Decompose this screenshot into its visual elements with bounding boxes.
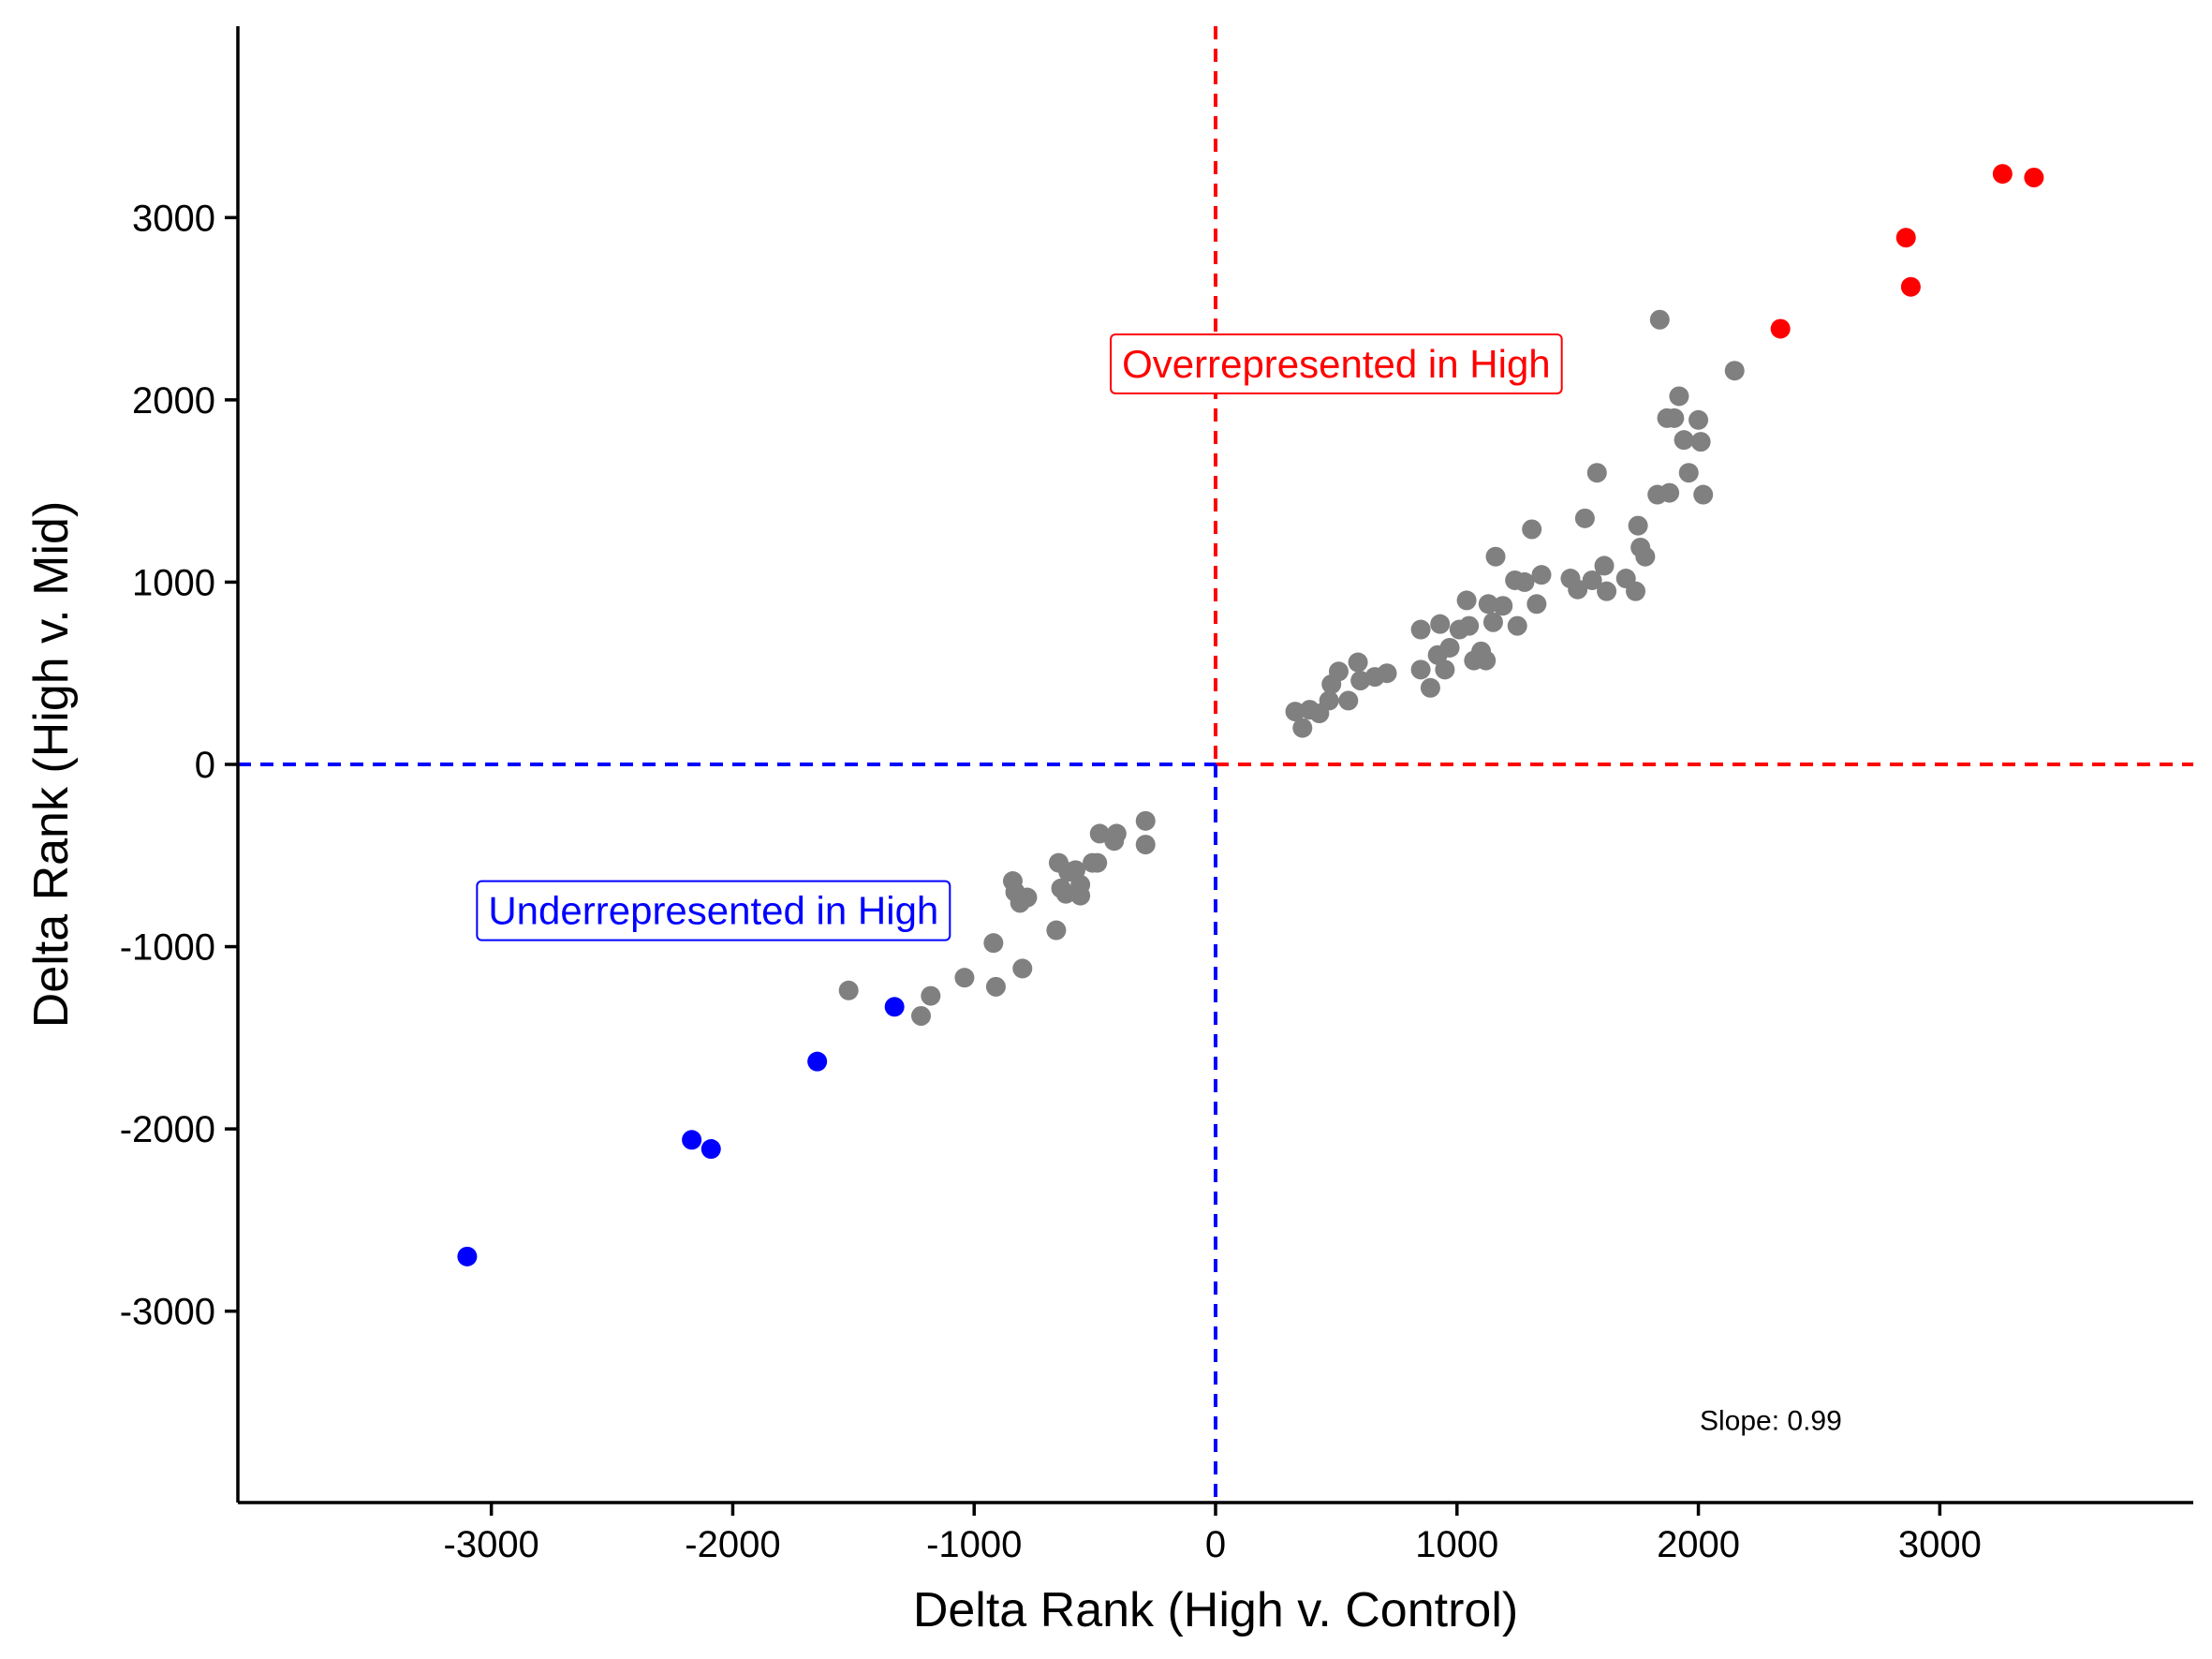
data-point: [1420, 677, 1440, 698]
data-point: [1292, 718, 1313, 738]
data-point: [807, 1051, 828, 1072]
data-point: [1430, 614, 1451, 634]
data-point: [1493, 596, 1513, 616]
data-point: [1478, 594, 1498, 615]
over-annotation-label: Overrepresented in High: [1122, 342, 1551, 386]
data-point: [884, 997, 905, 1017]
over-annotation: Overrepresented in High: [1110, 333, 1563, 394]
data-point: [1089, 823, 1110, 844]
y-tick-label: -2000: [120, 1109, 215, 1150]
data-point: [1459, 615, 1480, 636]
data-point: [2024, 167, 2044, 187]
data-point: [1594, 555, 1615, 576]
data-point: [457, 1246, 478, 1266]
data-point: [1690, 432, 1711, 452]
data-point: [1724, 361, 1745, 381]
data-point: [1626, 581, 1646, 601]
data-point: [1439, 637, 1460, 658]
data-point: [1319, 690, 1339, 711]
data-point: [682, 1130, 702, 1150]
data-point: [1104, 831, 1125, 852]
y-tick-label: -1000: [120, 927, 215, 969]
axes: -3000 -2000 -1000 0 1000 2000 3000 -3000 -2000 -1…: [120, 26, 2193, 1565]
data-point: [1522, 519, 1542, 540]
data-point: [1635, 546, 1656, 567]
data-point: [1485, 546, 1506, 567]
data-point: [1338, 690, 1359, 711]
data-point: [1012, 958, 1033, 979]
data-point: [1514, 571, 1535, 592]
under-annotation-label: Underrepresented in High: [488, 889, 938, 933]
y-tick-label: 1000: [132, 562, 215, 603]
data-point: [1659, 482, 1680, 503]
data-point: [1377, 663, 1397, 684]
data-points: [457, 164, 2044, 1266]
data-point: [1482, 612, 1503, 632]
data-point: [1669, 386, 1689, 407]
data-point: [1568, 579, 1588, 600]
annotations: Overrepresented in High Underrepresented …: [476, 333, 1842, 1436]
data-point: [1597, 581, 1617, 601]
data-point: [1693, 484, 1714, 505]
slope-annotation: Slope: 0.99: [1700, 1405, 1842, 1436]
data-point: [1674, 430, 1694, 451]
x-tick-label: -3000: [444, 1524, 539, 1565]
data-point: [1135, 835, 1156, 855]
y-axis-title: Delta Rank (High v. Mid): [24, 501, 79, 1029]
data-point: [1526, 594, 1547, 615]
data-point: [983, 933, 1004, 954]
data-point: [1586, 463, 1607, 483]
data-point: [1900, 276, 1921, 297]
data-point: [1410, 619, 1431, 640]
over-annotation-box: [1110, 333, 1563, 394]
data-point: [1285, 702, 1305, 722]
data-point: [1002, 871, 1023, 892]
data-point: [985, 976, 1006, 997]
data-point: [1574, 508, 1595, 528]
under-annotation-box: [476, 880, 951, 941]
data-point: [1328, 661, 1349, 682]
data-point: [1992, 164, 2013, 185]
data-point: [1135, 810, 1156, 831]
data-point: [1628, 515, 1648, 536]
data-point: [911, 1006, 932, 1027]
data-point: [1678, 463, 1699, 483]
x-tick-label: 1000: [1415, 1524, 1498, 1565]
data-point: [1582, 570, 1602, 590]
x-tick-label: 3000: [1898, 1524, 1982, 1565]
y-tick-label: 2000: [132, 380, 215, 422]
x-tick-label: 2000: [1657, 1524, 1740, 1565]
data-point: [1456, 590, 1477, 611]
data-point: [954, 968, 975, 988]
data-point: [921, 985, 941, 1006]
x-tick-label: -2000: [685, 1524, 780, 1565]
data-point: [1070, 885, 1091, 906]
x-axis-title: Delta Rank (High v. Control): [913, 1583, 1518, 1637]
y-tick-label: 3000: [132, 198, 215, 239]
y-tick-label: 0: [195, 745, 215, 786]
data-point: [1649, 309, 1670, 330]
data-point: [1048, 852, 1069, 873]
quadrant-guides: [238, 26, 2193, 1503]
data-point: [1507, 615, 1527, 636]
data-point: [1051, 878, 1071, 898]
data-point: [1435, 659, 1455, 680]
data-point: [1410, 659, 1431, 680]
data-point: [1688, 409, 1709, 430]
data-point: [1083, 852, 1103, 873]
data-point: [1476, 650, 1497, 671]
data-point: [1531, 565, 1552, 585]
data-point: [1770, 318, 1791, 339]
data-point: [1664, 407, 1685, 428]
data-point: [700, 1139, 721, 1160]
data-point: [1046, 920, 1067, 941]
data-point: [838, 980, 859, 1000]
x-tick-label: 0: [1205, 1524, 1226, 1565]
y-tick-label: -3000: [120, 1292, 215, 1333]
under-annotation: Underrepresented in High: [476, 880, 951, 941]
data-point: [1348, 652, 1368, 673]
x-tick-label: -1000: [926, 1524, 1022, 1565]
data-point: [1895, 228, 1916, 248]
